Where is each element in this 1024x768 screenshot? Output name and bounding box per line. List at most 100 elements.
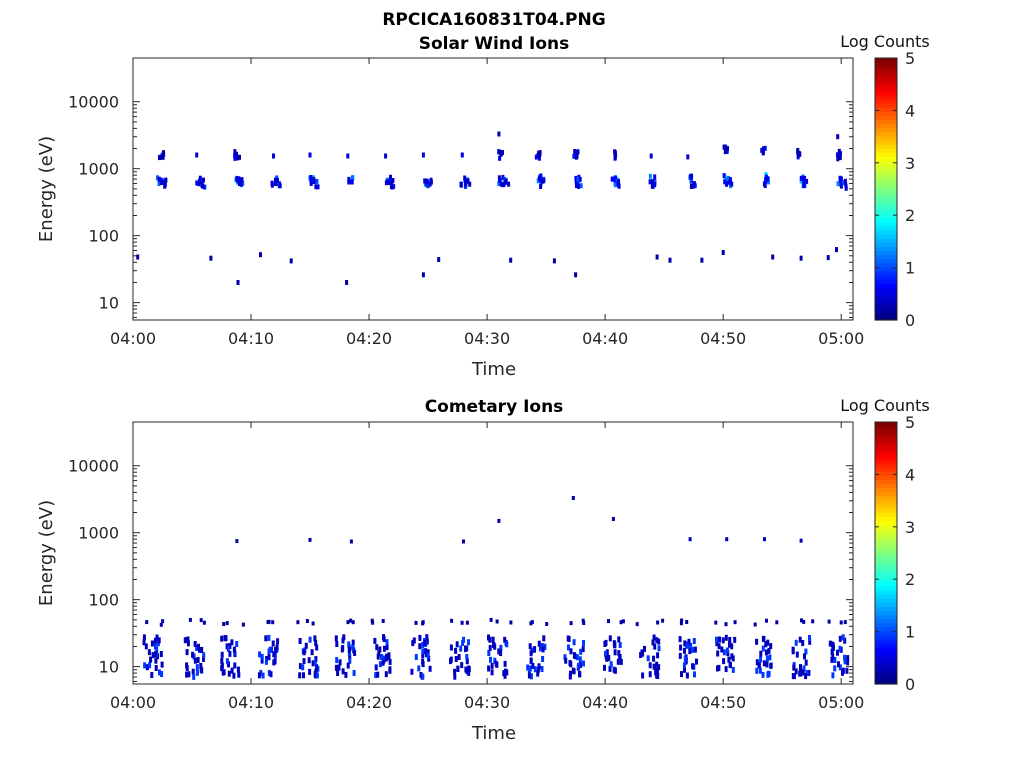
data-point [411, 640, 415, 647]
data-point [259, 252, 262, 258]
colorbar-segment [875, 287, 897, 292]
data-point [158, 669, 161, 676]
colorbar-segment [875, 242, 897, 247]
colorbar-segment [875, 540, 897, 546]
colorbar-segment [875, 438, 897, 444]
data-point [238, 154, 241, 160]
data-point [722, 658, 726, 665]
data-point [315, 644, 319, 651]
colorbar-segment [875, 499, 897, 505]
data-point [228, 650, 232, 657]
data-point [540, 666, 544, 672]
data-point [278, 183, 282, 189]
data-point [267, 669, 271, 676]
data-point [418, 634, 422, 641]
data-point [351, 175, 355, 181]
data-point [457, 654, 461, 660]
data-point [502, 670, 506, 677]
data-point [725, 537, 729, 542]
data-point [576, 176, 580, 182]
data-point [762, 660, 766, 667]
data-point [241, 622, 245, 627]
data-point [314, 640, 318, 647]
data-point [727, 656, 731, 663]
data-point [501, 174, 505, 180]
data-point [766, 176, 769, 182]
data-point [728, 661, 732, 668]
data-point [312, 179, 316, 185]
data-point [186, 636, 190, 643]
data-point [230, 639, 234, 646]
data-point [490, 662, 494, 669]
data-point [618, 654, 622, 660]
data-point [490, 669, 494, 676]
data-point [575, 150, 579, 155]
data-point [571, 496, 575, 500]
data-point [421, 152, 425, 158]
data-point [257, 672, 261, 679]
data-point [387, 652, 391, 659]
data-point [794, 668, 798, 675]
data-point [763, 183, 767, 188]
data-point [769, 643, 773, 650]
data-point [539, 184, 543, 189]
data-point [202, 652, 206, 659]
colorbar-segment [875, 266, 897, 272]
figure-title: RPCICA160831T04.PNG [382, 10, 605, 30]
data-point [268, 646, 272, 653]
data-point [504, 179, 507, 185]
data-point [421, 652, 425, 659]
data-point [465, 654, 469, 660]
data-point [843, 637, 847, 644]
data-point [381, 619, 385, 623]
colorbar-segment [875, 66, 897, 71]
data-point [195, 644, 199, 651]
data-point [424, 651, 428, 657]
data-point [688, 537, 692, 542]
colorbar-segment [875, 160, 897, 166]
data-point [724, 666, 728, 673]
colorbar-frame [874, 421, 898, 685]
data-point [536, 670, 540, 677]
colorbar-segment [875, 78, 897, 84]
data-point [309, 181, 313, 186]
data-point [157, 176, 161, 182]
data-point [693, 646, 697, 653]
data-point [759, 650, 763, 657]
colorbar-segment [875, 180, 897, 186]
data-point [199, 178, 203, 184]
data-point [803, 176, 807, 181]
data-point [193, 641, 197, 647]
data-point [653, 182, 657, 188]
data-point [302, 672, 305, 679]
data-point [691, 663, 695, 670]
data-point [353, 650, 357, 656]
data-point [161, 619, 165, 624]
data-point [495, 619, 499, 624]
data-point [309, 175, 313, 180]
data-point [648, 662, 652, 669]
data-point [349, 618, 353, 623]
data-point [831, 653, 835, 660]
colorbar-segment [875, 462, 897, 468]
data-point [185, 665, 189, 671]
data-point [463, 184, 467, 189]
data-point [195, 180, 199, 186]
data-point [220, 635, 224, 642]
data-point [236, 280, 240, 285]
data-point [378, 661, 382, 668]
colorbar-segment [875, 528, 897, 534]
data-point [685, 672, 689, 679]
data-point [460, 620, 464, 625]
data-point [347, 641, 351, 648]
data-point [421, 272, 425, 278]
data-point [538, 645, 542, 652]
data-point [655, 668, 659, 675]
data-point [311, 660, 315, 667]
data-point [426, 183, 430, 189]
data-point [185, 671, 189, 678]
data-point [648, 179, 652, 185]
data-point [567, 636, 571, 642]
colorbar-segment [875, 598, 897, 603]
